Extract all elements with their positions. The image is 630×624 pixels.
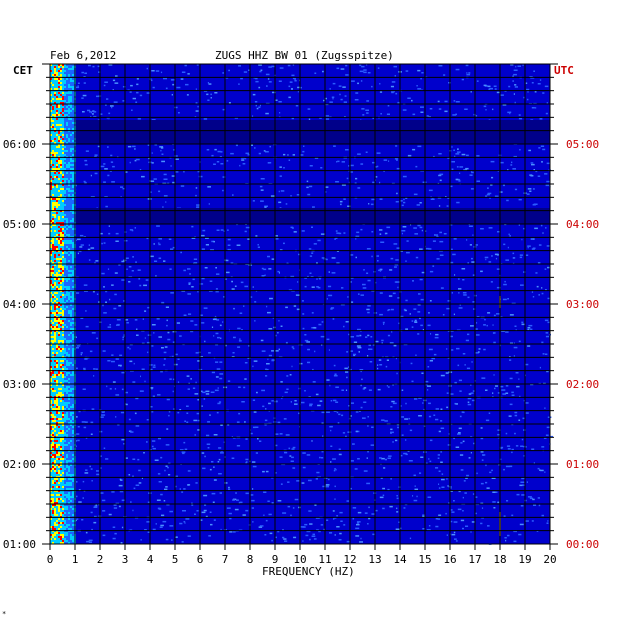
x-tick-label: 10 (293, 553, 306, 566)
right-timezone-label: UTC (554, 64, 574, 77)
x-tick-label: 3 (122, 553, 129, 566)
x-tick-label: 6 (197, 553, 204, 566)
x-tick-label: 8 (247, 553, 254, 566)
x-tick-label: 17 (468, 553, 481, 566)
x-tick-label: 18 (493, 553, 506, 566)
y-tick-label-right: 00:00 (566, 538, 599, 551)
y-tick-label-right: 01:00 (566, 458, 599, 471)
y-tick-label-right: 04:00 (566, 218, 599, 231)
x-tick-label: 14 (393, 553, 407, 566)
x-tick-label: 16 (443, 553, 456, 566)
x-axis-label: FREQUENCY (HZ) (262, 565, 355, 578)
x-tick-label: 15 (418, 553, 431, 566)
left-timezone-label: CET (13, 64, 33, 77)
plot-date: Feb 6,2012 (50, 49, 117, 62)
x-tick-label: 1 (72, 553, 79, 566)
x-tick-label: 5 (172, 553, 179, 566)
y-tick-label-left: 05:00 (3, 218, 36, 231)
x-tick-label: 2 (97, 553, 104, 566)
x-tick-label: 9 (272, 553, 279, 566)
x-tick-label: 4 (147, 553, 154, 566)
x-tick-label: 0 (47, 553, 54, 566)
x-tick-label: 13 (368, 553, 381, 566)
chart-title: ZUGS HHZ BW 01 (Zugsspitze) (215, 49, 394, 62)
y-tick-label-left: 04:00 (3, 298, 36, 311)
x-tick-label: 7 (222, 553, 229, 566)
low-frequency-energy-band (50, 64, 76, 544)
y-tick-label-left: 02:00 (3, 458, 36, 471)
x-tick-label: 12 (343, 553, 356, 566)
corner-mark: * (2, 610, 7, 618)
y-tick-label-right: 05:00 (566, 138, 599, 151)
x-tick-label: 11 (318, 553, 331, 566)
y-tick-label-right: 03:00 (566, 298, 599, 311)
y-tick-label-left: 03:00 (3, 378, 36, 391)
x-tick-label: 20 (543, 553, 556, 566)
y-tick-label-right: 02:00 (566, 378, 599, 391)
y-tick-label-left: 06:00 (3, 138, 36, 151)
y-tick-label-left: 01:00 (3, 538, 36, 551)
x-tick-label: 19 (518, 553, 531, 566)
